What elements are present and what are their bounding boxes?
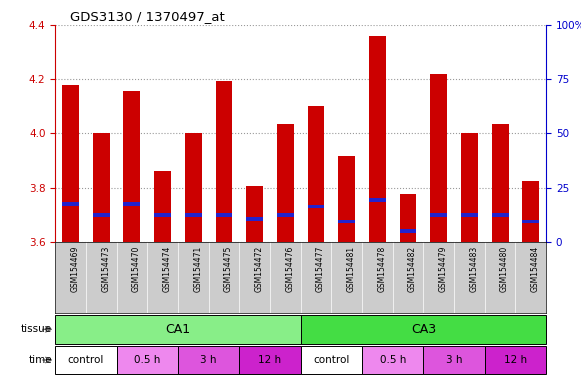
- Text: GSM154482: GSM154482: [408, 245, 417, 291]
- Bar: [277, 213, 294, 217]
- Bar: [62, 84, 79, 242]
- Text: GDS3130 / 1370497_at: GDS3130 / 1370497_at: [70, 10, 224, 23]
- Text: 0.5 h: 0.5 h: [134, 355, 160, 365]
- Text: 3 h: 3 h: [200, 355, 217, 365]
- Bar: [117, 346, 178, 374]
- Bar: [55, 346, 117, 374]
- Bar: [62, 202, 79, 206]
- Bar: [185, 213, 202, 217]
- Text: GSM154473: GSM154473: [101, 245, 110, 292]
- Bar: [246, 217, 263, 221]
- Text: GSM154470: GSM154470: [132, 245, 141, 292]
- Bar: [431, 213, 447, 217]
- Bar: [154, 171, 171, 242]
- Bar: [124, 91, 141, 242]
- Text: control: control: [68, 355, 104, 365]
- Text: GSM154475: GSM154475: [224, 245, 233, 292]
- Bar: [216, 81, 232, 242]
- Bar: [216, 213, 232, 217]
- Bar: [154, 213, 171, 217]
- Text: GSM154472: GSM154472: [254, 245, 264, 292]
- Bar: [338, 157, 355, 242]
- Text: GSM154478: GSM154478: [378, 245, 386, 292]
- Text: GSM154480: GSM154480: [500, 245, 509, 292]
- Text: 12 h: 12 h: [259, 355, 282, 365]
- Text: GSM154481: GSM154481: [347, 245, 356, 291]
- Bar: [362, 346, 424, 374]
- Text: 0.5 h: 0.5 h: [379, 355, 406, 365]
- Bar: [178, 346, 239, 374]
- Text: control: control: [313, 355, 350, 365]
- Text: CA3: CA3: [411, 323, 436, 336]
- Bar: [55, 315, 301, 344]
- Text: GSM154484: GSM154484: [531, 245, 540, 292]
- Text: time: time: [28, 355, 52, 365]
- Text: GSM154471: GSM154471: [193, 245, 202, 292]
- Bar: [124, 202, 141, 206]
- Bar: [307, 205, 324, 209]
- Bar: [301, 315, 546, 344]
- Bar: [492, 213, 508, 217]
- Text: tissue: tissue: [21, 324, 52, 334]
- Text: GSM154476: GSM154476: [285, 245, 295, 292]
- Bar: [307, 106, 324, 242]
- Bar: [461, 134, 478, 242]
- Bar: [461, 213, 478, 217]
- Bar: [93, 213, 110, 217]
- Text: GSM154474: GSM154474: [163, 245, 171, 292]
- Text: 3 h: 3 h: [446, 355, 462, 365]
- Bar: [522, 220, 539, 223]
- Bar: [522, 181, 539, 242]
- Bar: [246, 186, 263, 242]
- Bar: [369, 198, 386, 202]
- Bar: [424, 346, 485, 374]
- Bar: [301, 346, 362, 374]
- Bar: [93, 134, 110, 242]
- Bar: [485, 346, 546, 374]
- Text: GSM154469: GSM154469: [70, 245, 80, 292]
- Text: GSM154479: GSM154479: [439, 245, 448, 292]
- Bar: [239, 346, 301, 374]
- Bar: [369, 36, 386, 242]
- Bar: [400, 229, 417, 233]
- Bar: [492, 124, 508, 242]
- Text: GSM154483: GSM154483: [469, 245, 478, 292]
- Text: CA1: CA1: [166, 323, 191, 336]
- Bar: [338, 220, 355, 223]
- Bar: [431, 74, 447, 242]
- Text: 12 h: 12 h: [504, 355, 527, 365]
- Bar: [277, 124, 294, 242]
- Text: GSM154477: GSM154477: [316, 245, 325, 292]
- Bar: [185, 134, 202, 242]
- Bar: [400, 194, 417, 242]
